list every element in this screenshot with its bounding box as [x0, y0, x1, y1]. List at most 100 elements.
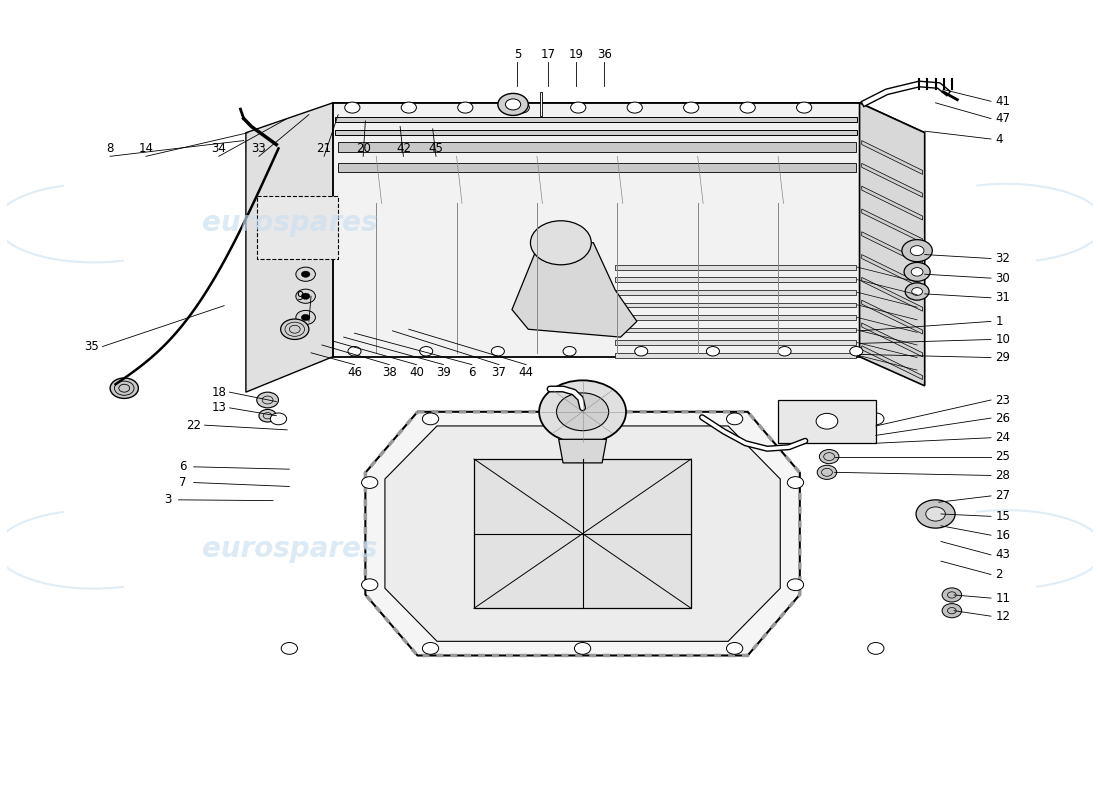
Circle shape [296, 243, 316, 258]
Polygon shape [861, 232, 923, 266]
Circle shape [868, 642, 884, 654]
Circle shape [530, 221, 592, 265]
Circle shape [850, 346, 862, 356]
Circle shape [362, 477, 378, 489]
Text: 33: 33 [252, 142, 266, 155]
Circle shape [422, 413, 439, 425]
Circle shape [296, 310, 316, 325]
Text: 42: 42 [396, 142, 411, 155]
Text: 25: 25 [996, 450, 1010, 463]
Text: 36: 36 [597, 48, 612, 61]
Circle shape [740, 102, 756, 113]
Circle shape [256, 392, 278, 408]
Polygon shape [859, 103, 925, 386]
Circle shape [563, 346, 576, 356]
Circle shape [706, 346, 719, 356]
Polygon shape [512, 242, 637, 337]
Circle shape [301, 247, 310, 254]
Circle shape [904, 262, 931, 282]
Circle shape [301, 293, 310, 299]
Circle shape [557, 393, 608, 430]
Circle shape [362, 579, 378, 590]
Polygon shape [615, 265, 856, 270]
Circle shape [902, 240, 933, 262]
Polygon shape [336, 130, 857, 135]
Circle shape [911, 268, 923, 276]
Polygon shape [861, 186, 923, 220]
Text: 45: 45 [429, 142, 443, 155]
Text: 46: 46 [346, 366, 362, 379]
Text: 10: 10 [996, 333, 1010, 346]
Circle shape [796, 102, 812, 113]
Polygon shape [861, 141, 923, 174]
Polygon shape [474, 459, 691, 608]
Polygon shape [333, 103, 859, 357]
Circle shape [926, 507, 945, 521]
Text: 16: 16 [996, 529, 1010, 542]
Text: 38: 38 [382, 366, 397, 379]
Text: 3: 3 [164, 494, 172, 506]
Circle shape [498, 94, 528, 115]
Circle shape [627, 102, 642, 113]
Text: 37: 37 [492, 366, 506, 379]
Text: 32: 32 [996, 252, 1010, 265]
Circle shape [422, 642, 439, 654]
Text: 15: 15 [996, 510, 1010, 523]
Text: 1: 1 [996, 315, 1003, 328]
Text: 6: 6 [469, 366, 475, 379]
Text: 17: 17 [540, 48, 556, 61]
Circle shape [571, 102, 586, 113]
Circle shape [942, 588, 961, 602]
Text: 6: 6 [179, 460, 187, 474]
Text: 21: 21 [317, 142, 331, 155]
Text: 31: 31 [996, 291, 1010, 304]
Text: 39: 39 [436, 366, 451, 379]
Circle shape [506, 99, 520, 110]
Circle shape [816, 414, 838, 429]
Polygon shape [338, 162, 856, 172]
Text: 24: 24 [996, 431, 1010, 444]
Polygon shape [861, 346, 923, 379]
Polygon shape [615, 302, 856, 307]
Circle shape [788, 579, 804, 590]
Circle shape [280, 319, 309, 339]
Polygon shape [385, 426, 780, 642]
Text: 12: 12 [996, 610, 1010, 622]
Circle shape [820, 450, 839, 464]
Circle shape [420, 346, 432, 356]
Text: 26: 26 [996, 411, 1010, 425]
Circle shape [539, 380, 626, 443]
Text: 14: 14 [139, 142, 154, 155]
Circle shape [942, 604, 961, 618]
Circle shape [271, 413, 287, 425]
Polygon shape [338, 142, 856, 151]
Circle shape [514, 102, 529, 113]
Circle shape [817, 466, 837, 479]
Polygon shape [615, 353, 856, 358]
Circle shape [635, 346, 648, 356]
Polygon shape [861, 278, 923, 311]
Text: 44: 44 [518, 366, 534, 379]
Polygon shape [861, 300, 923, 334]
Circle shape [916, 500, 955, 528]
Text: 47: 47 [996, 112, 1010, 125]
Text: 41: 41 [996, 94, 1010, 108]
Circle shape [905, 283, 930, 300]
Circle shape [301, 271, 310, 278]
Circle shape [344, 102, 360, 113]
Circle shape [911, 246, 924, 255]
Polygon shape [861, 254, 923, 288]
Text: 40: 40 [409, 366, 424, 379]
Circle shape [726, 413, 742, 425]
Text: 34: 34 [211, 142, 227, 155]
Polygon shape [559, 439, 606, 463]
Polygon shape [246, 103, 333, 392]
Circle shape [574, 413, 591, 425]
Circle shape [110, 378, 139, 398]
Text: 29: 29 [996, 351, 1010, 364]
Text: eurospares: eurospares [202, 209, 378, 237]
Circle shape [683, 102, 698, 113]
Circle shape [778, 346, 791, 356]
Polygon shape [615, 290, 856, 294]
Circle shape [492, 346, 505, 356]
